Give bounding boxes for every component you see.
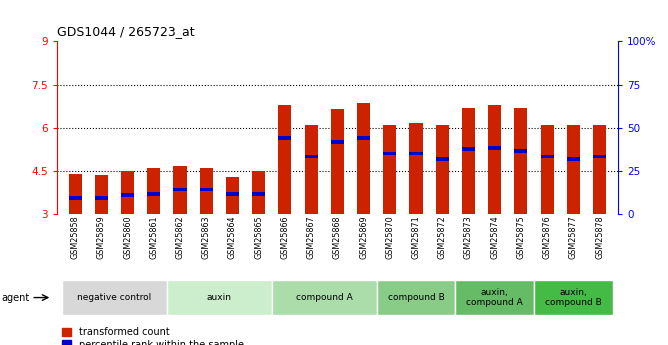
FancyBboxPatch shape [272, 280, 377, 315]
Bar [200, 188, 213, 191]
Bar [305, 125, 318, 214]
Bar [566, 157, 580, 161]
Bar [174, 188, 186, 191]
Bar [121, 193, 134, 197]
Bar [409, 123, 423, 214]
Bar [69, 196, 81, 200]
Bar [488, 105, 501, 214]
Bar [357, 103, 370, 214]
Bar [226, 177, 239, 214]
Text: auxin: auxin [207, 293, 232, 302]
FancyBboxPatch shape [456, 280, 534, 315]
Legend: transformed count, percentile rank within the sample: transformed count, percentile rank withi… [61, 327, 244, 345]
Text: auxin,
compound A: auxin, compound A [466, 288, 523, 307]
Bar [566, 125, 580, 214]
FancyBboxPatch shape [167, 280, 272, 315]
Bar [95, 175, 108, 214]
Bar [147, 192, 160, 196]
Bar [174, 166, 186, 214]
Bar [540, 155, 554, 158]
Bar [514, 149, 528, 152]
Bar [279, 136, 291, 140]
FancyBboxPatch shape [62, 280, 167, 315]
Bar [593, 125, 606, 214]
Text: negative control: negative control [77, 293, 152, 302]
Bar [383, 125, 396, 214]
Bar [200, 168, 213, 214]
Bar [69, 174, 81, 214]
Bar [331, 109, 344, 214]
Bar [462, 147, 475, 151]
Bar [331, 140, 344, 144]
Bar [279, 105, 291, 214]
Bar [95, 196, 108, 200]
Bar [252, 192, 265, 196]
Bar [357, 136, 370, 140]
Bar [383, 152, 396, 155]
Text: compound B: compound B [387, 293, 444, 302]
Bar [436, 125, 449, 214]
Bar [488, 146, 501, 150]
Bar [305, 155, 318, 158]
Bar [252, 171, 265, 214]
Bar [593, 155, 606, 158]
Bar [147, 168, 160, 214]
Bar [409, 152, 423, 155]
FancyBboxPatch shape [534, 280, 613, 315]
Bar [226, 192, 239, 196]
Text: compound A: compound A [296, 293, 353, 302]
Text: agent: agent [1, 293, 29, 303]
FancyBboxPatch shape [377, 280, 456, 315]
Text: auxin,
compound B: auxin, compound B [545, 288, 602, 307]
Bar [540, 125, 554, 214]
Bar [121, 171, 134, 214]
Text: GDS1044 / 265723_at: GDS1044 / 265723_at [57, 25, 194, 38]
Bar [514, 108, 528, 214]
Bar [462, 108, 475, 214]
Bar [436, 157, 449, 161]
